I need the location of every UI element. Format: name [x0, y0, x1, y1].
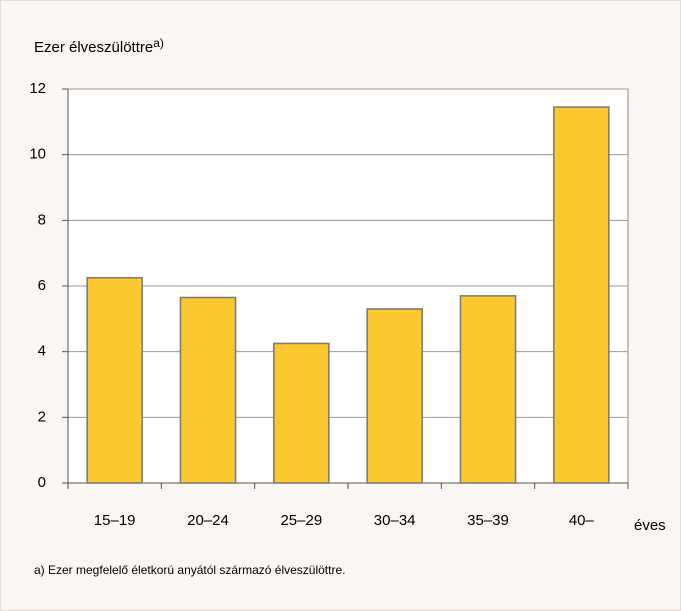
y-tick-label: 6 — [38, 277, 46, 294]
y-tick-label: 10 — [29, 146, 46, 163]
bar — [366, 308, 423, 484]
x-tick-label: 40– — [569, 512, 595, 529]
y-axis-label: Ezer élveszülöttrea) — [34, 36, 164, 56]
bar — [459, 295, 517, 484]
y-tick-label: 2 — [38, 408, 46, 425]
x-tick-label: 35–39 — [467, 512, 509, 529]
bar — [553, 106, 610, 484]
y-tick-label: 8 — [38, 211, 46, 228]
bar — [273, 342, 330, 484]
y-tick-label: 12 — [29, 80, 46, 97]
y-label-text: Ezer élveszülöttre — [34, 39, 153, 56]
bar — [179, 296, 237, 484]
x-unit: éves — [634, 517, 666, 534]
y-tick-label: 4 — [38, 343, 46, 360]
x-tick-label: 15–19 — [94, 512, 136, 529]
x-tick-label: 20–24 — [187, 512, 229, 529]
bar — [86, 277, 143, 484]
footnote: a) Ezer megfelelő életkorú anyától szárm… — [34, 563, 345, 577]
x-tick-label: 30–34 — [374, 512, 416, 529]
y-label-note: a) — [153, 36, 164, 50]
y-tick-label: 0 — [38, 474, 46, 491]
x-tick-label: 25–29 — [280, 512, 322, 529]
